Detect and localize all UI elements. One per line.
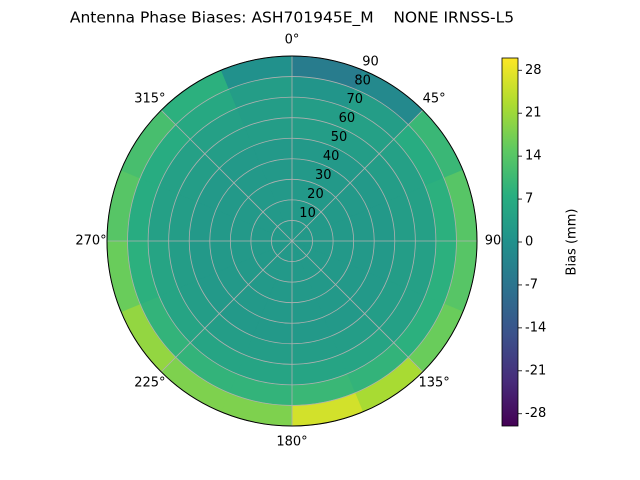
radial-tick-label: 40 bbox=[323, 149, 340, 164]
angular-tick-label: 315° bbox=[134, 91, 165, 106]
angular-grid-line bbox=[291, 240, 424, 373]
chart-title: Antenna Phase Biases: ASH701945E_M NONE … bbox=[70, 9, 514, 28]
radial-tick-label: 20 bbox=[307, 187, 324, 202]
colorbar bbox=[501, 57, 519, 427]
angular-tick-label: 0° bbox=[285, 33, 300, 48]
colorbar-tick-label: -21 bbox=[525, 363, 546, 378]
angular-grid-line bbox=[160, 240, 293, 373]
colorbar-tick-label: 28 bbox=[525, 63, 542, 78]
angular-grid-line bbox=[160, 109, 293, 242]
colorbar-tick-label: -14 bbox=[525, 320, 546, 335]
colorbar-label: Bias (mm) bbox=[565, 209, 580, 276]
colorbar-tick-label: -7 bbox=[525, 277, 538, 292]
radial-tick-label: 50 bbox=[331, 130, 348, 145]
radial-tick-label: 30 bbox=[315, 168, 332, 183]
angular-tick-label: 180° bbox=[276, 435, 307, 450]
colorbar-tick-label: 21 bbox=[525, 106, 542, 121]
radial-tick-label: 90 bbox=[362, 54, 379, 69]
angular-tick-label: 270° bbox=[75, 234, 106, 249]
angular-tick-label: 45° bbox=[423, 91, 446, 106]
colorbar-tick-label: 0 bbox=[525, 235, 533, 250]
colorbar-tick-label: 14 bbox=[525, 149, 542, 164]
radial-tick-label: 60 bbox=[339, 111, 356, 126]
radial-tick-label: 10 bbox=[299, 206, 316, 221]
angular-grid-line bbox=[291, 109, 424, 242]
angular-tick-label: 225° bbox=[134, 376, 165, 391]
angular-tick-label: 135° bbox=[418, 376, 449, 391]
polar-frame bbox=[106, 55, 478, 427]
radial-tick-label: 80 bbox=[354, 73, 371, 88]
angular-tick-label: 90 bbox=[485, 234, 502, 249]
colorbar-tick-label: -28 bbox=[525, 406, 546, 421]
colorbar-tick-label: 7 bbox=[525, 192, 533, 207]
radial-tick-label: 70 bbox=[347, 92, 364, 107]
